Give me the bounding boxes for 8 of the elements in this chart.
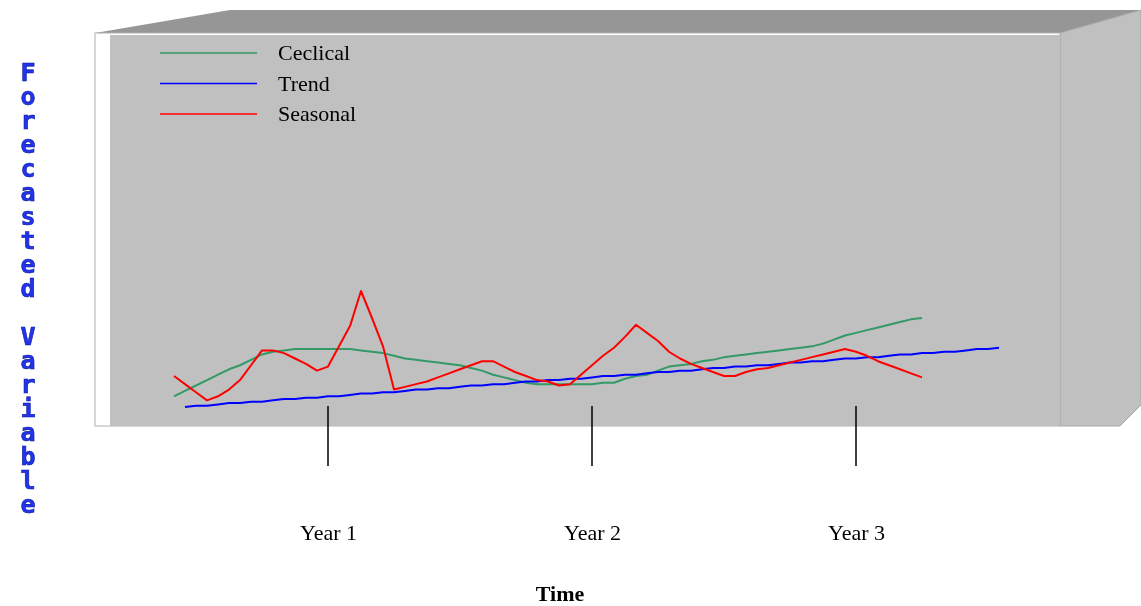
y-axis-title: Forecasted Variable: [13, 58, 43, 514]
legend-label: Trend: [278, 70, 330, 96]
x-tick-label: Year 3: [827, 519, 886, 545]
legend-label: Ceclical: [278, 40, 351, 65]
x-axis-title: Time: [535, 581, 585, 606]
legend-label: Seasonal: [278, 101, 357, 126]
x-tick-label: Year 2: [563, 519, 622, 545]
x-tick-label: Year 1: [299, 519, 358, 545]
